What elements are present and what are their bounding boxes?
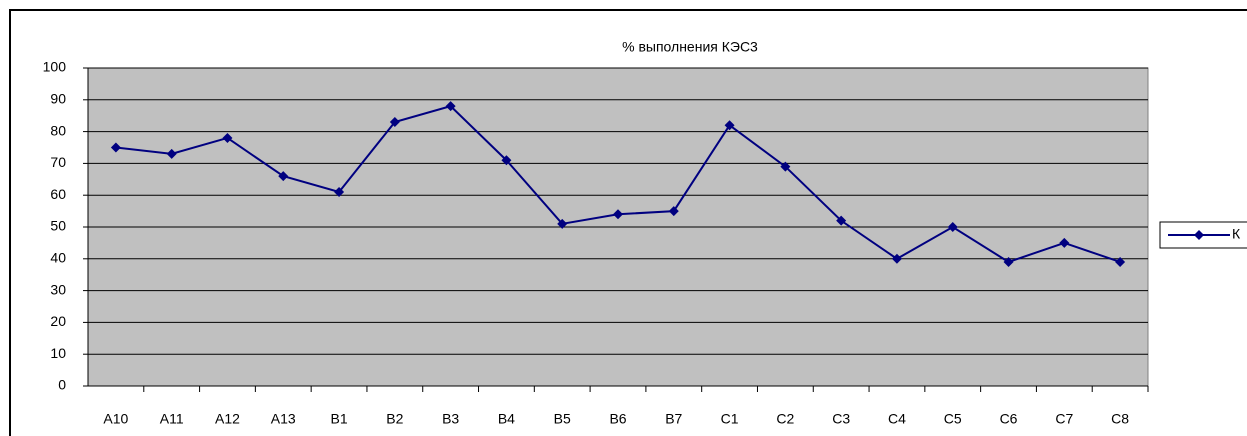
y-tick-label: 0 — [58, 377, 66, 393]
marker — [334, 187, 345, 198]
x-tick-label: C4 — [888, 411, 906, 427]
marker — [166, 148, 177, 159]
marker — [1059, 237, 1070, 248]
x-tick-label: B2 — [386, 411, 403, 427]
marker — [1003, 256, 1014, 267]
legend-label: К — [1232, 226, 1241, 242]
x-tick-label: C8 — [1111, 411, 1129, 427]
marker — [278, 171, 289, 182]
y-tick-label: 50 — [50, 218, 66, 234]
y-tick-label: 30 — [50, 281, 66, 297]
y-tick-label: 70 — [50, 154, 66, 170]
x-tick-label: A12 — [215, 411, 240, 427]
y-tick-label: 10 — [50, 345, 66, 361]
marker — [668, 206, 679, 217]
x-tick-label: C7 — [1055, 411, 1073, 427]
x-tick-label: C1 — [721, 411, 739, 427]
y-tick-label: 80 — [50, 122, 66, 138]
marker — [222, 132, 233, 143]
marker — [613, 209, 623, 220]
y-tick-label: 100 — [43, 59, 67, 75]
marker — [557, 218, 568, 229]
x-tick-label: B7 — [665, 411, 682, 427]
x-tick-label: C5 — [944, 411, 962, 427]
marker — [947, 222, 958, 232]
x-tick-label: A11 — [160, 411, 184, 427]
marker — [836, 215, 847, 226]
chart-title: % выполнения КЭС3 — [622, 39, 758, 55]
y-tick-label: 20 — [50, 313, 66, 329]
marker — [445, 101, 456, 112]
x-tick-label: C2 — [776, 411, 794, 427]
y-tick-label: 90 — [50, 91, 66, 107]
marker — [780, 161, 791, 172]
marker — [1115, 256, 1126, 267]
y-tick-label: 60 — [50, 186, 66, 202]
x-tick-label: A10 — [103, 411, 128, 427]
x-tick-label: A13 — [271, 411, 296, 427]
marker — [891, 253, 902, 264]
marker — [110, 142, 121, 153]
x-tick-label: C3 — [832, 411, 850, 427]
x-tick-label: C6 — [1000, 411, 1018, 427]
x-tick-label: B3 — [442, 411, 459, 427]
y-tick-label: 40 — [50, 250, 66, 266]
x-tick-label: B5 — [554, 411, 571, 427]
x-tick-label: B1 — [330, 411, 347, 427]
x-tick-label: B6 — [609, 411, 626, 427]
marker — [724, 120, 735, 131]
marker — [501, 155, 512, 166]
marker — [389, 117, 400, 128]
x-tick-label: B4 — [498, 411, 515, 427]
marker — [1194, 230, 1204, 240]
